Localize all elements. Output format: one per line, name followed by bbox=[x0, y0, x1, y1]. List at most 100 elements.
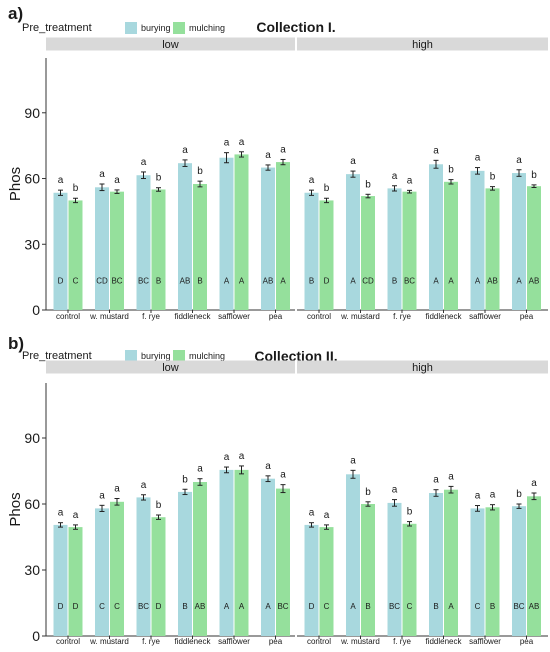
facet-strip bbox=[46, 37, 295, 51]
bar-burying bbox=[429, 493, 443, 636]
facet-strip bbox=[297, 37, 548, 51]
significance-letter: a bbox=[433, 145, 439, 156]
bar-mulching bbox=[319, 200, 334, 310]
significance-letter: a bbox=[141, 480, 147, 491]
group-letter: C bbox=[114, 602, 120, 611]
group-letter: CD bbox=[362, 276, 374, 285]
x-tick-label: f. rye bbox=[393, 637, 411, 646]
bar-burying bbox=[470, 508, 485, 636]
significance-letter: a bbox=[433, 475, 439, 486]
group-letter: D bbox=[58, 276, 64, 285]
x-tick-label: f. rye bbox=[393, 312, 411, 321]
significance-letter: a bbox=[197, 464, 203, 475]
y-tick-label: 90 bbox=[24, 105, 40, 121]
panel-label: a) bbox=[8, 4, 23, 23]
bar-mulching bbox=[110, 501, 124, 636]
x-tick-label: f. rye bbox=[142, 637, 160, 646]
group-letter: AB bbox=[529, 602, 540, 611]
group-letter: A bbox=[239, 602, 245, 611]
group-letter: AB bbox=[487, 276, 498, 285]
group-letter: B bbox=[197, 276, 202, 285]
bar-mulching bbox=[276, 488, 290, 636]
significance-letter: a bbox=[58, 508, 64, 519]
group-letter: BC bbox=[389, 602, 400, 611]
group-letter: CD bbox=[96, 276, 108, 285]
y-axis-label: Phos bbox=[7, 167, 24, 201]
group-letter: A bbox=[350, 602, 356, 611]
group-letter: A bbox=[224, 602, 230, 611]
group-letter: B bbox=[309, 276, 314, 285]
bar-burying bbox=[387, 188, 402, 310]
bar-mulching bbox=[527, 186, 541, 310]
significance-letter: a bbox=[99, 169, 105, 180]
group-letter: BC bbox=[111, 276, 122, 285]
significance-letter: b bbox=[365, 179, 371, 190]
bar-burying bbox=[261, 167, 275, 310]
group-letter: B bbox=[182, 602, 187, 611]
x-tick-label: pea bbox=[520, 312, 534, 321]
group-letter: A bbox=[448, 276, 454, 285]
significance-letter: a bbox=[114, 175, 120, 186]
significance-letter: a bbox=[350, 156, 356, 167]
x-tick-label: safflower bbox=[469, 312, 501, 321]
bar-mulching bbox=[193, 184, 207, 310]
group-letter: A bbox=[516, 276, 522, 285]
bar-mulching bbox=[151, 189, 166, 310]
bar-burying bbox=[304, 192, 319, 310]
bar-burying bbox=[136, 175, 151, 310]
group-letter: AB bbox=[195, 602, 206, 611]
bar-burying bbox=[512, 173, 526, 310]
significance-letter: b bbox=[324, 183, 330, 194]
group-letter: C bbox=[324, 602, 330, 611]
significance-letter: a bbox=[265, 461, 271, 472]
y-tick-label: 30 bbox=[24, 562, 40, 578]
bar-burying bbox=[178, 491, 192, 636]
bar-mulching bbox=[485, 507, 500, 636]
group-letter: C bbox=[407, 602, 413, 611]
significance-letter: a bbox=[224, 138, 230, 149]
significance-letter: b bbox=[448, 165, 454, 176]
bar-mulching bbox=[234, 469, 249, 636]
significance-letter: a bbox=[239, 451, 245, 462]
significance-letter: a bbox=[531, 478, 537, 489]
group-letter: BC bbox=[138, 276, 149, 285]
legend-swatch-burying bbox=[125, 350, 137, 362]
x-tick-label: pea bbox=[520, 637, 534, 646]
legend-label-mulching: mulching bbox=[189, 351, 225, 361]
significance-letter: a bbox=[58, 175, 64, 186]
panel-label: b) bbox=[8, 334, 24, 353]
significance-letter: a bbox=[475, 491, 481, 502]
x-tick-label: pea bbox=[269, 637, 283, 646]
x-tick-label: control bbox=[307, 637, 331, 646]
significance-letter: a bbox=[182, 145, 188, 156]
bar-burying bbox=[136, 497, 151, 636]
significance-letter: a bbox=[350, 455, 356, 466]
y-tick-label: 0 bbox=[32, 302, 40, 318]
group-letter: C bbox=[475, 602, 481, 611]
group-letter: D bbox=[324, 276, 330, 285]
group-letter: D bbox=[156, 602, 162, 611]
x-tick-label: safflower bbox=[469, 637, 501, 646]
x-tick-label: fiddleneck bbox=[425, 637, 462, 646]
bar-burying bbox=[512, 506, 526, 636]
bar-mulching bbox=[319, 527, 334, 636]
x-tick-label: fiddleneck bbox=[425, 312, 462, 321]
significance-letter: b bbox=[182, 474, 188, 485]
legend-swatch-burying bbox=[125, 22, 137, 34]
facet-label: low bbox=[162, 39, 179, 51]
bar-burying bbox=[387, 502, 402, 636]
x-tick-label: w. mustard bbox=[340, 312, 380, 321]
significance-letter: a bbox=[280, 470, 286, 481]
significance-letter: b bbox=[365, 487, 371, 498]
group-letter: B bbox=[490, 602, 495, 611]
x-tick-label: fiddleneck bbox=[174, 312, 211, 321]
bar-burying bbox=[346, 474, 360, 636]
group-letter: A bbox=[239, 276, 245, 285]
chart-title: Collection II. bbox=[254, 348, 337, 364]
bar-burying bbox=[95, 508, 109, 636]
facet-strip bbox=[297, 360, 548, 374]
legend: Pre_treatment burying mulching bbox=[22, 350, 225, 362]
x-tick-label: w. mustard bbox=[340, 637, 380, 646]
significance-letter: a bbox=[516, 155, 522, 166]
group-letter: B bbox=[392, 276, 397, 285]
